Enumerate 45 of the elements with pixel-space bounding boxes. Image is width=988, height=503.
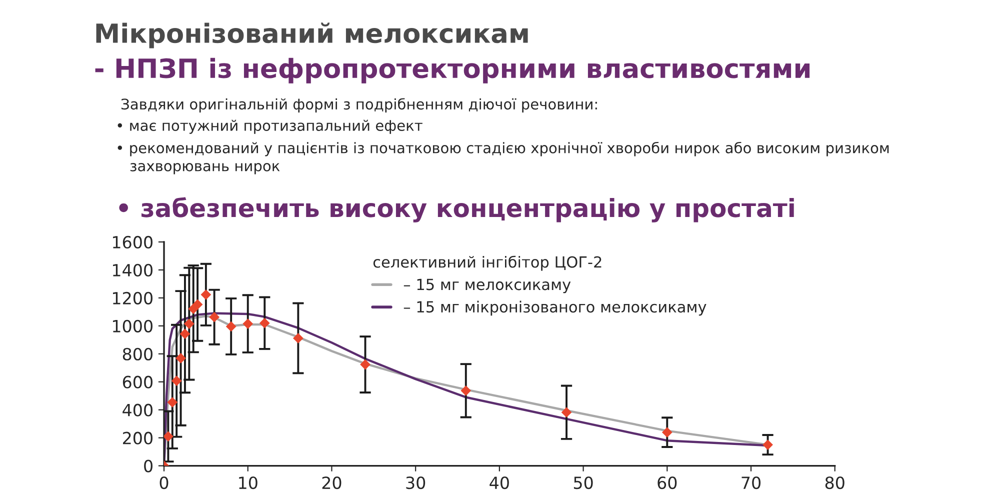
x-tick-label: 20 — [322, 476, 342, 490]
point — [242, 318, 254, 329]
y-tick-label: 1000 — [113, 320, 152, 332]
text: • забезпечить високу концентрацію у простаті — [119, 197, 794, 222]
x-tick-label: 70 — [742, 476, 760, 490]
text: • має потужний протизапальний ефект — [118, 120, 422, 134]
y-tick-label: 1200 — [113, 292, 152, 304]
point — [180, 328, 190, 340]
x-tick-label: 40 — [490, 476, 509, 490]
text: Завдяки оригінальній формі з подрібненням діючої речовини: — [122, 98, 597, 112]
chart-subtitle: - НПЗП із нефропротекторними властивостями — [95, 58, 810, 84]
point — [292, 332, 304, 344]
point — [171, 376, 182, 386]
y-tick-label: 400 — [122, 404, 152, 416]
point — [259, 318, 270, 328]
point — [209, 312, 220, 322]
legend-label: – 15 мг мікронізованого мелоксикаму — [404, 300, 706, 316]
point — [360, 359, 370, 370]
point — [226, 321, 236, 332]
legend-title: селективний інгібітор ЦОГ-2 — [373, 256, 602, 271]
point — [164, 431, 174, 442]
text: • рекомендований у пацієнтів із початковою стадією хронічної хвороби нирок або високим ризиком захворювань нирок — [118, 142, 889, 174]
legend-label: – 15 мг мелоксикаму — [404, 278, 571, 294]
point — [200, 289, 212, 300]
x-tick-label: 30 — [406, 476, 426, 490]
y-tick-label: 600 — [122, 376, 152, 388]
chart-title: Мікронізований мелоксикам — [96, 22, 528, 48]
y-tick-label: 1600 — [113, 236, 152, 249]
point — [192, 299, 203, 310]
point — [176, 353, 186, 364]
point — [662, 427, 672, 438]
point — [460, 385, 472, 396]
x-tick-label: 80 — [825, 476, 844, 490]
point — [167, 397, 178, 408]
y-tick-label: 800 — [122, 348, 152, 360]
x-tick-label: 10 — [239, 476, 258, 490]
x-tick-label: 60 — [658, 476, 677, 490]
x-tick-label: 50 — [574, 476, 593, 490]
y-tick-label: 200 — [123, 432, 152, 444]
y-tick-label: 1400 — [113, 264, 152, 276]
x-tick-label: 0 — [160, 476, 168, 490]
y-tick-label: 0 — [144, 460, 152, 472]
point — [184, 318, 194, 329]
point — [762, 440, 773, 450]
point — [561, 407, 572, 418]
